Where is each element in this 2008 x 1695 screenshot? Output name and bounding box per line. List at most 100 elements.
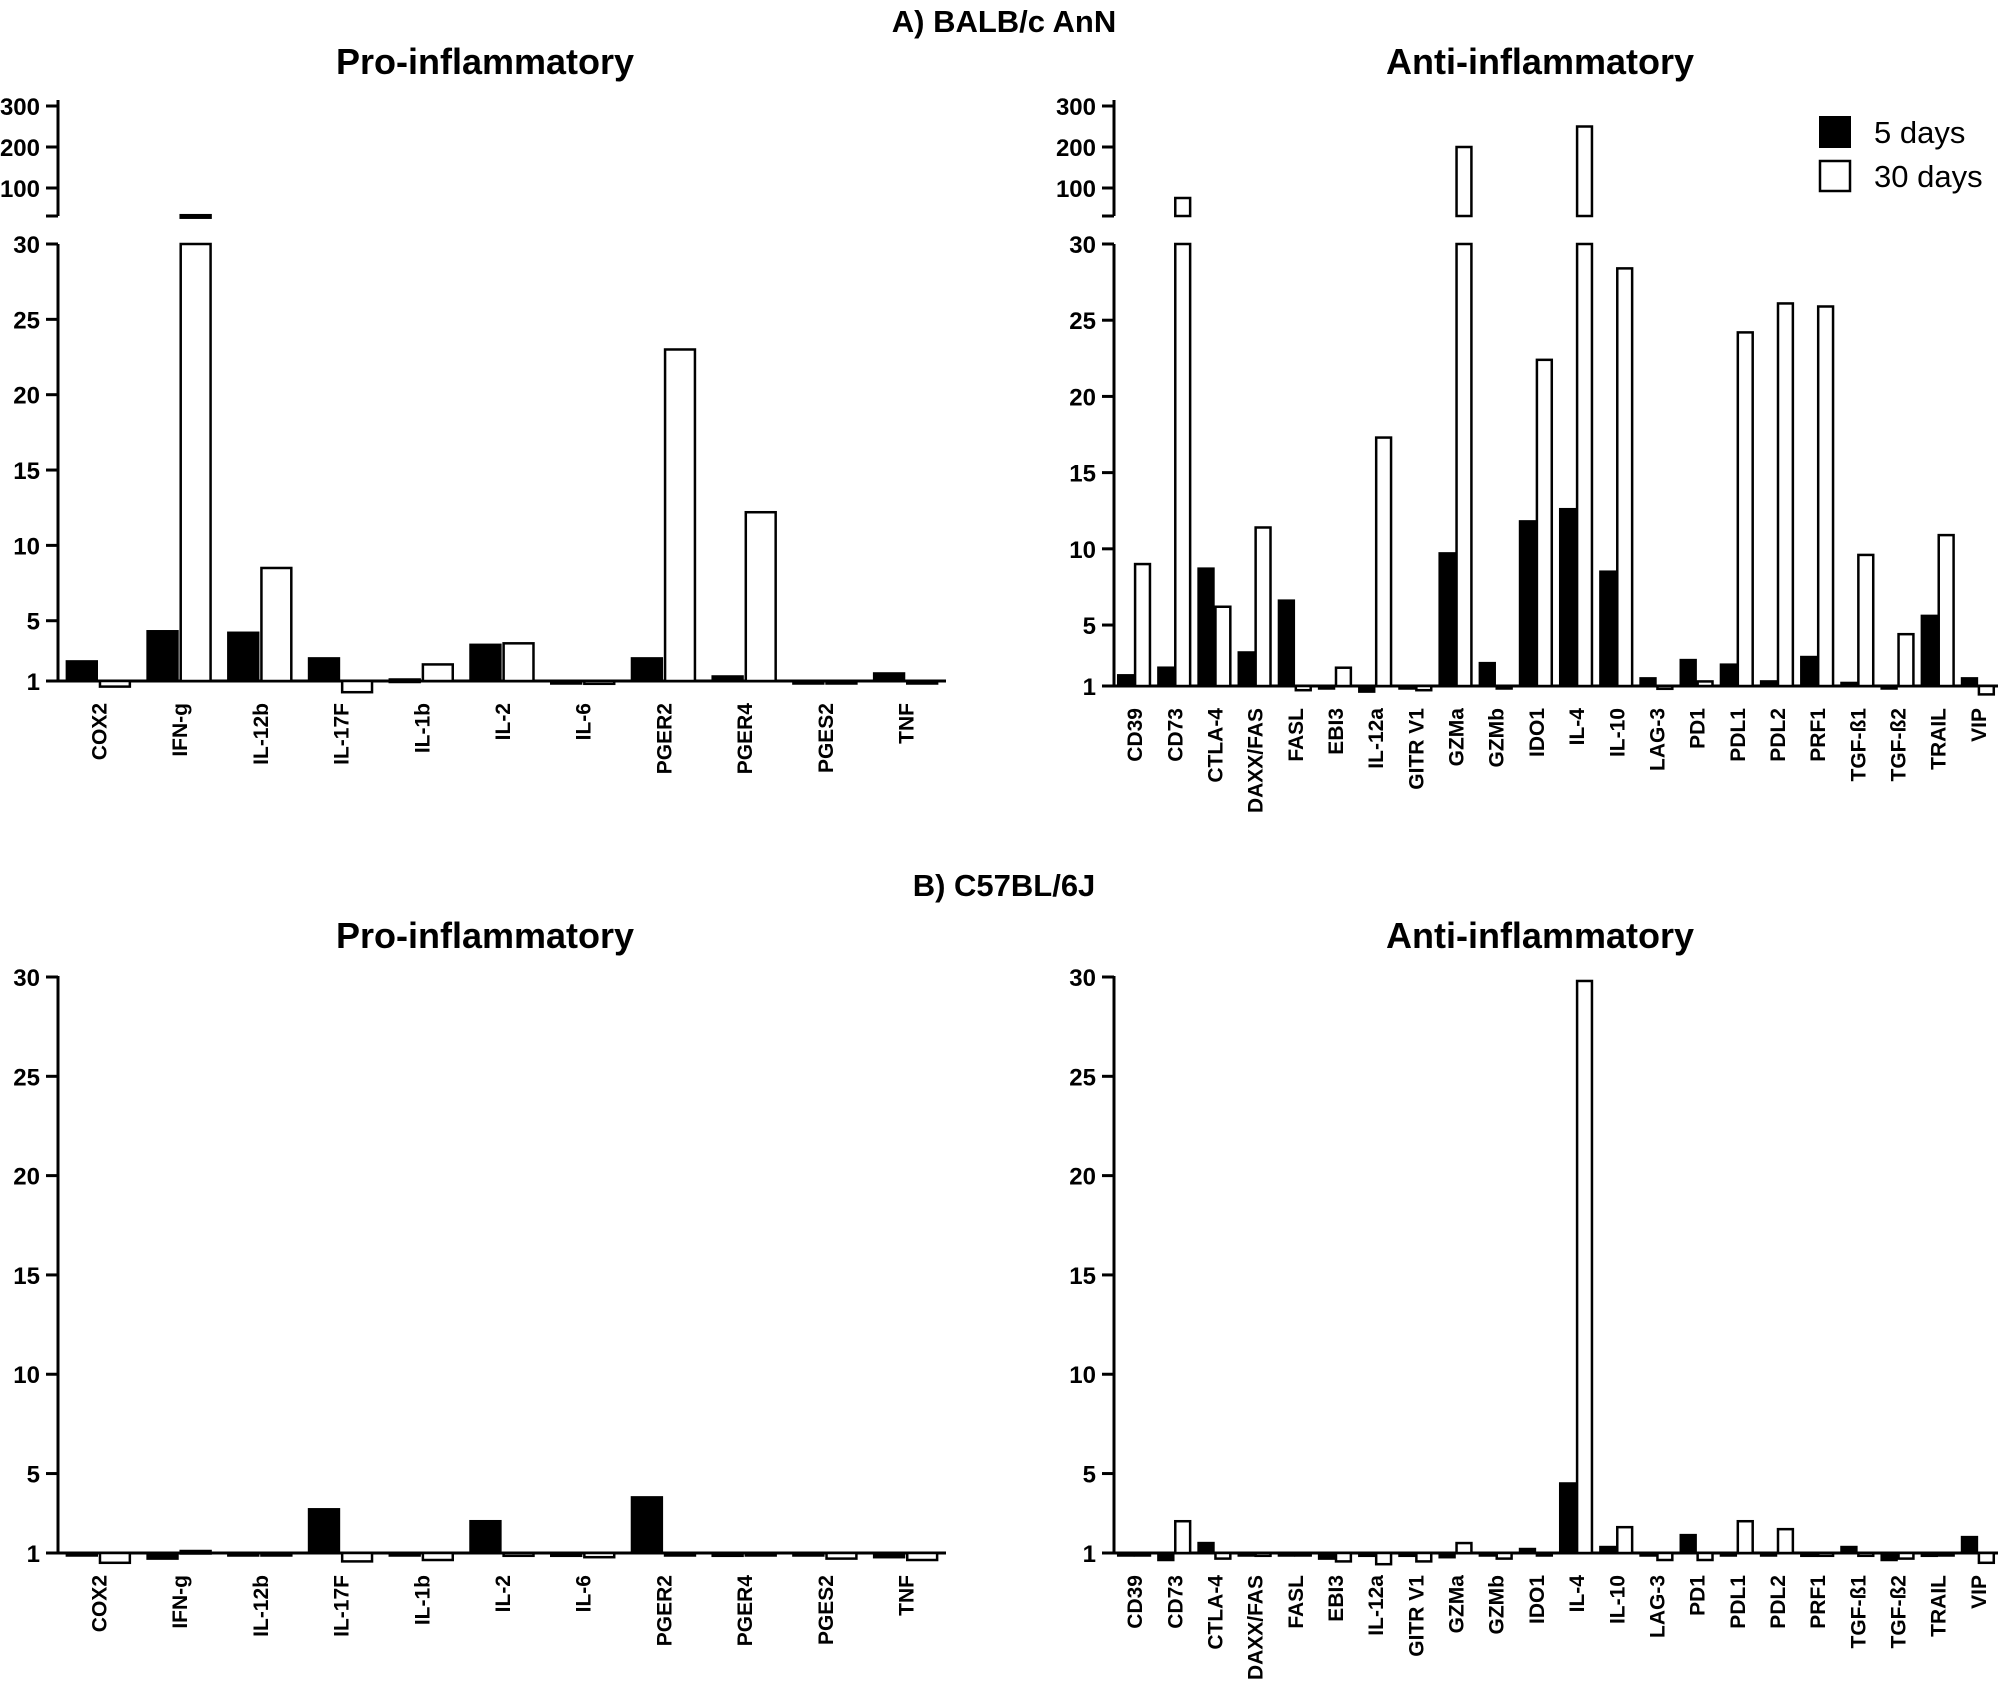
bar-30-days-il-17f [340, 679, 374, 694]
x-tick-label-pger4: PGER4 [734, 1575, 757, 1647]
x-tick-label-tgf-ss1: TGF-ß1 [1847, 1575, 1870, 1649]
x-tick-label-cox2: COX2 [88, 1575, 111, 1632]
x-tick-label-pdl1: PDL1 [1727, 708, 1750, 762]
x-tick-label-tnf: TNF [896, 703, 919, 744]
x-tick-label-il-12b: IL-12b [250, 703, 273, 765]
x-tick-label-ifn-g: IFN-g [169, 703, 192, 757]
x-tick-label-daxx-fas: DAXX/FAS [1245, 708, 1268, 813]
bar-5-days-pger2 [630, 1496, 664, 1555]
panel-title-a-anti: Anti-inflammatory [1386, 41, 1694, 82]
bar-5-days-pdl2 [1759, 1551, 1778, 1557]
bar-5-days-pges2 [792, 679, 825, 685]
y-tick-label: 10 [13, 533, 40, 560]
x-tick-label-trail: TRAIL [1928, 708, 1951, 770]
bar-30-days-il-10 [1616, 1525, 1634, 1555]
bar-5-days-cd73 [1157, 1551, 1175, 1562]
x-tick-label-tnf: TNF [896, 1575, 919, 1616]
bar-30-days-vip [1977, 1551, 1996, 1565]
bar-30-days-cd39 [1133, 562, 1152, 688]
y-tick-label-upper: 300 [0, 94, 40, 121]
bar-5-days-cd39 [1116, 674, 1135, 688]
bar-5-days-il-10 [1599, 570, 1617, 688]
bar-5-days-tgf-ss1 [1840, 1545, 1858, 1555]
y-tick-label: 25 [1069, 308, 1096, 335]
x-tick-label-vip: VIP [1968, 708, 1991, 742]
x-tick-label-cd73: CD73 [1164, 708, 1187, 762]
bar-30-days-pger4 [744, 1551, 777, 1557]
bar-5-days-il-12a [1358, 684, 1376, 693]
bar-30-days-il-12a [1374, 1551, 1393, 1566]
x-tick-label-ctla-4: CTLA-4 [1204, 1575, 1227, 1650]
bar-5-days-cd39 [1116, 1551, 1135, 1557]
y-tick-label: 15 [1069, 461, 1096, 488]
bar-5-days-il-12a [1358, 1551, 1376, 1558]
bar-30-days-vip [1977, 684, 1996, 696]
bar-30-days-il-6 [583, 1551, 616, 1559]
bar-30-days-ctla-4 [1214, 605, 1232, 688]
bar-30-days-tnf [906, 679, 939, 685]
bar-5-days-trail [1920, 614, 1938, 688]
x-tick-label-gzma: GZMa [1446, 708, 1469, 767]
bar-30-days-pges2 [825, 679, 858, 685]
bar-30-days-ebi3 [1334, 1551, 1353, 1563]
x-tick-label-ido1: IDO1 [1526, 708, 1549, 757]
bar-5-days-il-12b [227, 1551, 260, 1557]
x-tick-label-il-10: IL-10 [1606, 1575, 1629, 1624]
x-tick-label-pger2: PGER2 [653, 1575, 676, 1646]
bar-5-days-tgf-ss1 [1840, 681, 1858, 688]
x-tick-label-gzmb: GZMb [1486, 1575, 1509, 1634]
bar-5-days-ido1 [1518, 1547, 1537, 1555]
x-tick-label-cox2: COX2 [88, 703, 111, 760]
section-title-a: A) BALB/c AnN [892, 4, 1116, 39]
x-tick-label-il-12a: IL-12a [1365, 708, 1388, 769]
legend-swatch-5-days [1819, 116, 1851, 148]
bar-5-days-cd73 [1157, 666, 1175, 688]
legend-swatch-30-days [1818, 159, 1852, 193]
bar-30-days-ifn-g [179, 242, 212, 683]
bar-30-days-cd39 [1133, 1551, 1152, 1557]
bar-30-days-ifn-g [179, 1549, 212, 1555]
x-tick-label-ido1: IDO1 [1526, 1575, 1549, 1624]
x-tick-label-il-17f: IL-17F [331, 1575, 354, 1637]
bar-upper-30-days-ifn-g [179, 213, 212, 219]
x-tick-label-trail: TRAIL [1928, 1575, 1951, 1637]
bar-5-days-il-6 [549, 1551, 583, 1558]
x-tick-label-pd1: PD1 [1687, 1575, 1710, 1616]
x-tick-label-tgf-ss2: TGF-ß2 [1888, 1575, 1911, 1649]
x-tick-label-pger2: PGER2 [653, 703, 676, 774]
bar-30-days-gitr-v1 [1415, 684, 1433, 692]
x-tick-label-il-12a: IL-12a [1365, 1575, 1388, 1636]
bar-5-days-prf1 [1800, 655, 1818, 688]
bar-30-days-il-12b [260, 1551, 293, 1557]
bar-30-days-il-1b [421, 663, 455, 683]
bar-5-days-daxx-fas [1237, 1551, 1255, 1557]
y-tick-label: 20 [13, 383, 40, 410]
bar-5-days-gzmb [1478, 1551, 1496, 1557]
bar-30-days-tgf-ss1 [1857, 1551, 1875, 1558]
y-tick-label-upper: 200 [0, 135, 40, 162]
bar-5-days-ebi3 [1317, 684, 1336, 690]
section-title-b: B) C57BL/6J [913, 868, 1096, 903]
bar-5-days-il-4 [1558, 1482, 1577, 1555]
bar-30-days-tgf-ss2 [1897, 1551, 1915, 1560]
bar-30-days-tgf-ss2 [1897, 632, 1915, 688]
bar-5-days-vip [1960, 677, 1979, 688]
x-tick-label-pdl1: PDL1 [1727, 1575, 1750, 1629]
bar-30-days-ebi3 [1334, 666, 1353, 688]
bar-30-days-cox2 [98, 1551, 132, 1565]
y-tick-label: 1 [27, 1541, 40, 1568]
y-tick-label: 25 [1069, 1064, 1096, 1091]
y-tick-label: 20 [1069, 384, 1096, 411]
bar-30-days-pger2 [663, 348, 697, 683]
bar-5-days-gzma [1438, 1551, 1456, 1559]
bar-30-days-pger2 [663, 1551, 697, 1557]
x-tick-label-il-1b: IL-1b [411, 703, 434, 753]
bar-5-days-fasl [1277, 1551, 1296, 1557]
y-tick-label: 1 [1083, 1541, 1096, 1568]
bar-30-days-gzma [1455, 242, 1473, 688]
y-tick-label: 25 [13, 1064, 40, 1091]
bar-30-days-il-12a [1374, 436, 1393, 688]
bar-5-days-lag-3 [1639, 1551, 1657, 1557]
